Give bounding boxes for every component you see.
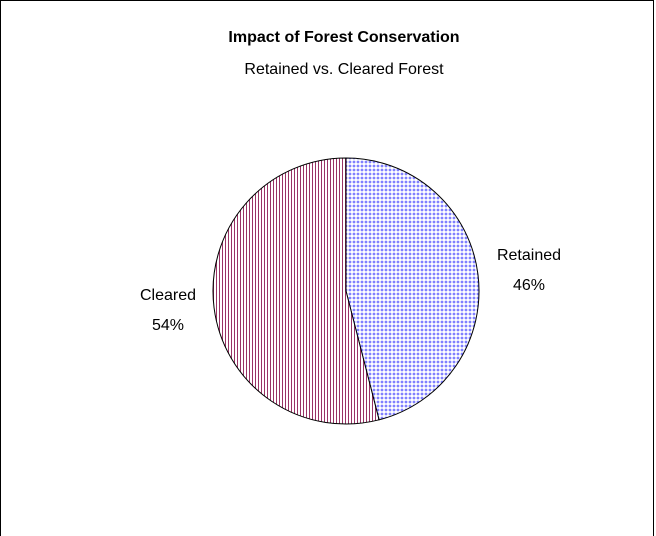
- slice-value-retained: 46%: [513, 277, 545, 294]
- chart-title: Impact of Forest Conservation: [228, 29, 459, 46]
- pie-slice-retained: [345, 157, 480, 421]
- slice-label-cleared: Cleared: [140, 287, 196, 304]
- pie-slice-cleared: [212, 157, 380, 425]
- chart-subtitle: Retained vs. Cleared Forest: [244, 61, 444, 78]
- slice-label-retained: Retained: [497, 247, 561, 264]
- pie-slices: [212, 157, 480, 425]
- slice-value-cleared: 54%: [152, 317, 184, 334]
